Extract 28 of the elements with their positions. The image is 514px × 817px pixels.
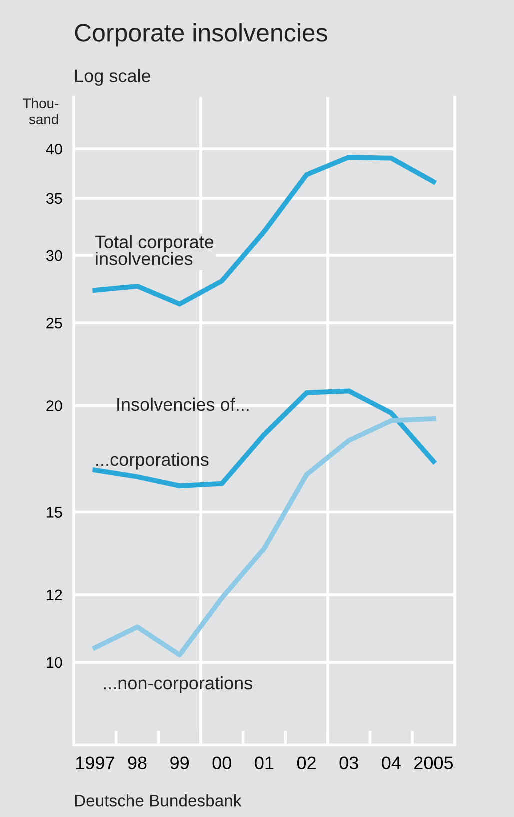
series-label: Total corporate insolvencies [95, 235, 214, 266]
y-tick-label: 40 [46, 144, 62, 155]
x-tick-label: 00 [212, 756, 232, 770]
text: Deutsche Bundesbank [75, 794, 242, 807]
y-tick-label: 10 [47, 657, 62, 668]
y-tick-label: 25 [46, 318, 62, 329]
annotation: Insolvencies of... [118, 398, 249, 412]
x-tick-label: 2005 [414, 756, 454, 770]
y-tick-label: 12 [47, 590, 62, 600]
y-tick-label: 30 [46, 250, 62, 262]
series-label: ...non-corporations [104, 676, 252, 694]
line-series [92, 416, 436, 658]
line-series [92, 154, 436, 307]
chart-title: Corporate insolvencies [75, 23, 328, 47]
y-tick-label: 35 [46, 193, 62, 204]
y-axis-title: Thou- sand [23, 98, 58, 124]
line-series [92, 388, 436, 488]
x-tick-label: 1997 [76, 756, 114, 770]
x-tick-label: 03 [340, 756, 358, 770]
x-tick-label: 01 [255, 756, 274, 770]
x-tick-label: 04 [382, 756, 401, 770]
x-tick-label: 02 [297, 756, 316, 770]
chart-subtitle: Log scale [75, 69, 151, 86]
x-tick-label: 98 [128, 756, 147, 770]
y-tick-label: 20 [46, 400, 62, 412]
series-label: ...corporations [96, 452, 209, 470]
y-tick-label: 15 [47, 507, 62, 518]
x-tick-label: 99 [170, 756, 189, 770]
